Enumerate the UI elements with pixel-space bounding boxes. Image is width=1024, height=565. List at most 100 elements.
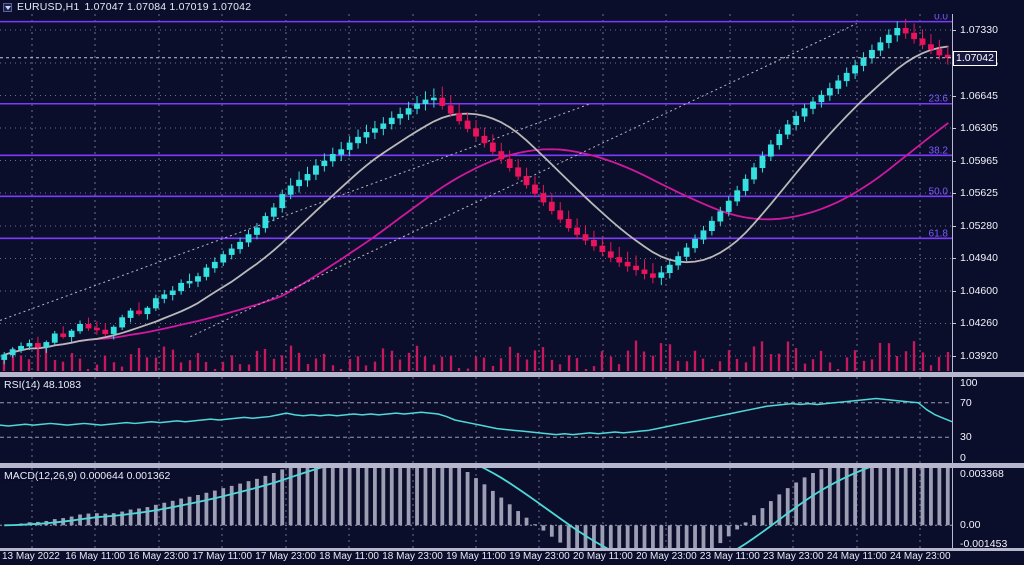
candle-body[interactable] [93, 327, 100, 331]
time-axis-label[interactable]: 23 May 11:00 [699, 551, 760, 562]
candle-body[interactable] [1, 354, 8, 360]
candle-body[interactable] [852, 65, 859, 74]
candle-body[interactable] [85, 323, 92, 329]
candle-body[interactable] [51, 333, 58, 343]
price-axis-tickmark[interactable] [952, 95, 956, 97]
candle-body[interactable] [262, 216, 269, 229]
time-axis-label[interactable]: 17 May 23:00 [255, 551, 316, 562]
candle-body[interactable] [388, 117, 395, 125]
candle-body[interactable] [902, 28, 909, 34]
time-axis-label[interactable]: 19 May 11:00 [446, 551, 506, 562]
candle-body[interactable] [633, 265, 639, 271]
candle-body[interactable] [843, 72, 850, 82]
candlestick-series[interactable] [1, 18, 951, 365]
candle-body[interactable] [430, 97, 437, 101]
rsi-plot[interactable] [0, 377, 952, 463]
candle-body[interactable] [725, 200, 732, 212]
candle-body[interactable] [447, 105, 454, 114]
candle-body[interactable] [380, 123, 387, 129]
candle-body[interactable] [481, 135, 488, 144]
candle-body[interactable] [911, 32, 917, 40]
candle-body[interactable] [624, 261, 631, 267]
candle-body[interactable] [43, 342, 50, 348]
macd-axis-tick[interactable]: 0.00 [960, 519, 981, 532]
candle-body[interactable] [355, 136, 361, 144]
candle-body[interactable] [456, 112, 463, 122]
candle-body[interactable] [296, 179, 302, 187]
candle-body[interactable] [321, 160, 328, 167]
time-axis-label[interactable]: 16 May 11:00 [65, 551, 126, 562]
candle-body[interactable] [195, 276, 201, 282]
time-axis-label[interactable]: 20 May 23:00 [636, 551, 697, 562]
candle-body[interactable] [928, 44, 934, 50]
price-axis-tickmark[interactable] [952, 30, 956, 32]
candle-body[interactable] [279, 194, 286, 209]
price-axis-tickmark[interactable] [952, 160, 956, 162]
macd-axis-tick[interactable]: 0.003368 [960, 468, 1004, 480]
price-axis-tick[interactable]: 1.04600 [960, 284, 998, 297]
candle-body[interactable] [405, 108, 412, 115]
candle-body[interactable] [338, 149, 345, 155]
candle-body[interactable] [885, 34, 892, 43]
candle-body[interactable] [77, 323, 83, 332]
time-axis-label[interactable]: 18 May 23:00 [382, 551, 443, 562]
candle-body[interactable] [919, 38, 926, 45]
price-axis-tickmark[interactable] [952, 290, 956, 292]
candle-body[interactable] [161, 294, 168, 299]
candle-body[interactable] [683, 247, 690, 257]
candle-body[interactable] [270, 207, 277, 217]
candle-body[interactable] [439, 97, 446, 106]
price-axis-tick[interactable]: 1.05625 [960, 187, 998, 199]
price-axis-tickmark[interactable] [952, 355, 956, 357]
candle-body[interactable] [784, 124, 791, 135]
ma-slow-line[interactable] [3, 122, 949, 356]
candle-body[interactable] [287, 185, 294, 195]
candle-body[interactable] [767, 144, 774, 157]
fib-level-label[interactable]: 38.2 [929, 145, 949, 156]
price-axis-tickmark[interactable] [952, 193, 956, 194]
candle-body[interactable] [363, 132, 370, 138]
candle-body[interactable] [869, 49, 875, 59]
time-axis-label[interactable]: 20 May 11:00 [572, 551, 633, 562]
rsi-pane[interactable]: RSI(14) 48.1083 100 70 30 0 [0, 377, 1024, 464]
candle-body[interactable] [254, 227, 260, 235]
candle-body[interactable] [110, 326, 117, 335]
time-axis-label[interactable]: 24 May 23:00 [889, 551, 951, 562]
candle-body[interactable] [565, 218, 572, 229]
candle-body[interactable] [178, 282, 185, 292]
candle-body[interactable] [220, 254, 227, 263]
candle-body[interactable] [102, 329, 109, 335]
candle-body[interactable] [818, 94, 825, 103]
price-pane[interactable]: 0.023.638.250.061.8 1.073301.069851.0664… [0, 14, 1024, 372]
candle-body[interactable] [60, 333, 67, 337]
candle-body[interactable] [582, 234, 589, 241]
candle-body[interactable] [203, 267, 210, 277]
candle-body[interactable] [574, 227, 581, 235]
candle-body[interactable] [776, 133, 783, 146]
time-axis-label[interactable]: 23 May 23:00 [763, 551, 824, 562]
price-axis-tick[interactable]: 1.05965 [960, 154, 998, 167]
candle-body[interactable] [557, 210, 564, 220]
candle-body[interactable] [489, 142, 496, 152]
macd-plot[interactable] [0, 468, 952, 550]
rsi-axis-tick[interactable]: 0 [960, 452, 966, 464]
rsi-axis-tick[interactable]: 30 [960, 431, 972, 444]
candle-body[interactable] [675, 256, 682, 266]
candle-body[interactable] [228, 248, 235, 255]
candle-body[interactable] [211, 261, 218, 269]
candle-body[interactable] [692, 239, 698, 249]
candle-body[interactable] [591, 239, 597, 247]
candle-body[interactable] [708, 220, 715, 232]
candle-body[interactable] [717, 211, 724, 222]
macd-pane[interactable]: MACD(12,26,9) 0.000644 0.001362 0.003368… [0, 468, 1024, 550]
candle-body[interactable] [9, 349, 16, 356]
candle-body[interactable] [304, 174, 311, 181]
price-axis-tickmark[interactable] [952, 128, 956, 130]
candle-body[interactable] [371, 128, 378, 133]
candle-body[interactable] [759, 155, 766, 169]
time-axis-label[interactable]: 19 May 23:00 [509, 551, 570, 562]
macd-axis-tick[interactable]: -0.001453 [960, 538, 1008, 550]
candle-body[interactable] [666, 264, 673, 274]
candle-body[interactable] [826, 88, 833, 96]
price-plot[interactable]: 0.0 23.6 38.2 50.0 61.8 [0, 14, 952, 372]
